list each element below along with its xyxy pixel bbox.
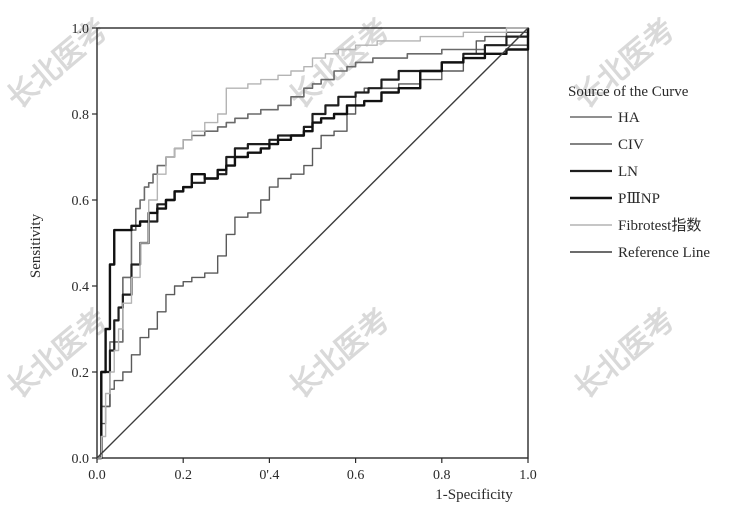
legend-label: PⅢNP bbox=[618, 191, 660, 207]
y-tick-label: 1.0 bbox=[72, 22, 90, 37]
plot-frame bbox=[96, 27, 529, 459]
y-tick-label: 0.6 bbox=[72, 194, 90, 209]
series-line-5 bbox=[96, 27, 529, 459]
x-tick-label: 1.0 bbox=[519, 468, 537, 483]
y-axis-title: Sensitivity bbox=[28, 213, 44, 278]
legend: Source of the Curve HA CIV LN PⅢNP Fibrotest… bbox=[568, 84, 710, 261]
y-tick-label: 0.8 bbox=[72, 108, 90, 123]
series-line-2 bbox=[97, 28, 530, 460]
watermark: 长北医考 bbox=[1, 302, 115, 406]
x-axis: 0.0 0.2 0'.4 0.6 0.8 1.0 bbox=[88, 458, 537, 483]
legend-label: Fibrotest指数 bbox=[618, 217, 701, 234]
series-line-3 bbox=[97, 28, 530, 460]
y-axis: 0.0 0.2 0.4 0.6 0.8 1.0 bbox=[72, 22, 97, 467]
x-tick-label: 0.0 bbox=[88, 468, 106, 483]
legend-label: CIV bbox=[618, 137, 644, 153]
series-layer bbox=[96, 27, 530, 460]
x-tick-label: 0.6 bbox=[347, 468, 365, 483]
watermark: 长北医考 bbox=[568, 12, 682, 116]
x-tick-label: 0.8 bbox=[433, 468, 451, 483]
legend-label: HA bbox=[618, 110, 640, 126]
series-line-0 bbox=[97, 28, 529, 459]
series-line-4 bbox=[97, 27, 528, 459]
y-tick-label: 0.4 bbox=[72, 280, 90, 295]
legend-label: LN bbox=[618, 164, 638, 180]
x-axis-title: 1-Specificity bbox=[435, 487, 513, 503]
y-tick-label: 0.0 bbox=[72, 452, 90, 467]
y-tick-label: 0.2 bbox=[72, 366, 90, 381]
legend-title: Source of the Curve bbox=[568, 84, 689, 100]
x-tick-label: 0'.4 bbox=[259, 468, 279, 483]
watermark: 长北医考 bbox=[283, 302, 397, 406]
x-tick-label: 0.2 bbox=[174, 468, 192, 483]
legend-label: Reference Line bbox=[618, 245, 710, 261]
watermark: 长北医考 bbox=[568, 302, 682, 406]
